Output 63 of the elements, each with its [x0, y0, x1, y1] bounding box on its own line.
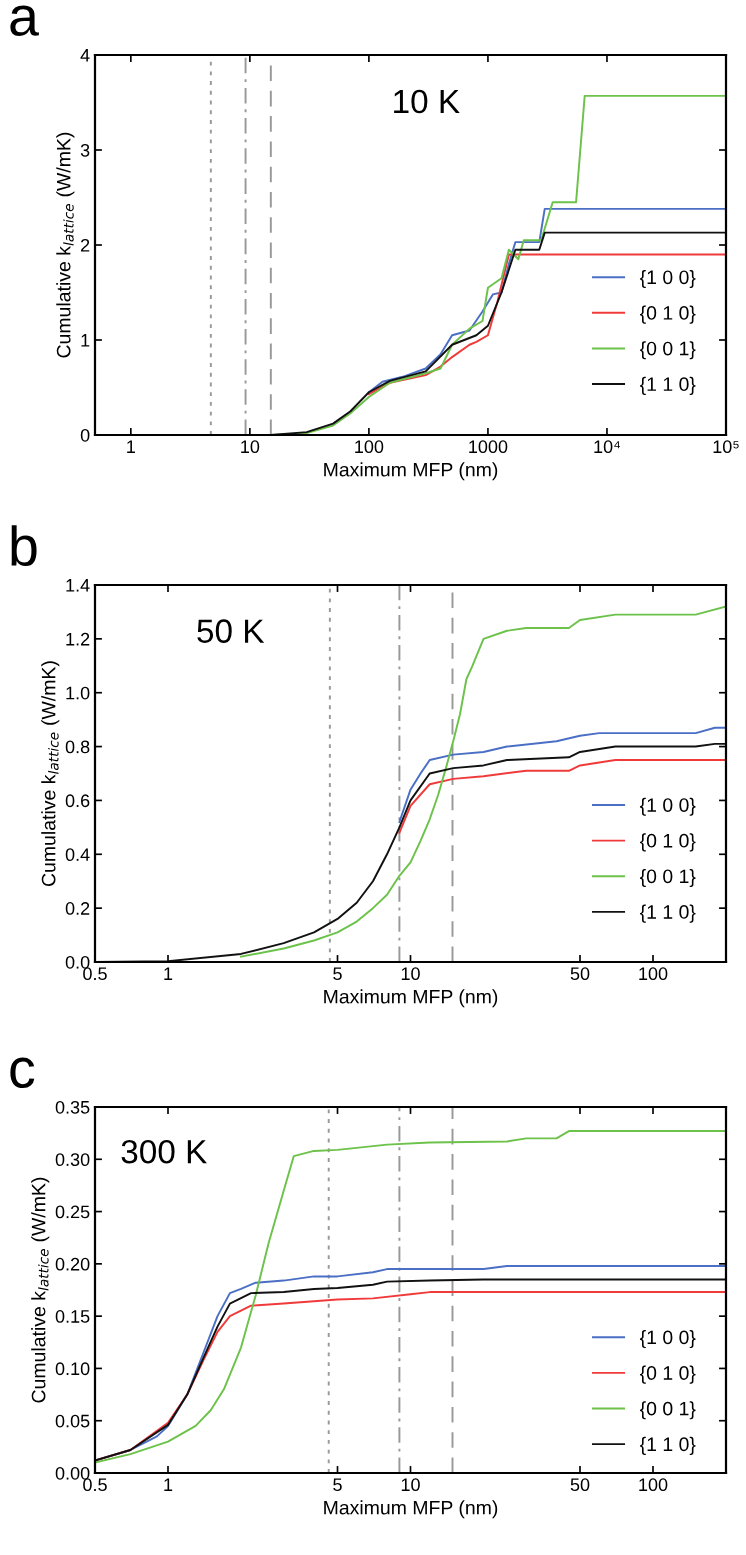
- y-axis-title: Cumulative k$_{lattice}$ (W/mK): [56, 132, 75, 358]
- annotation: 50 K: [197, 619, 265, 643]
- y-tick-label: 1: [81, 334, 90, 347]
- x-tick-label: 1: [164, 1478, 173, 1491]
- y-tick-label: 0.05: [55, 1414, 90, 1428]
- y-tick-label: 0.25: [55, 1205, 90, 1219]
- x-tick-label: 50: [570, 1478, 590, 1492]
- x-axis-title: Maximum MFP (nm): [324, 1500, 498, 1519]
- legend-label: {0 0 1}: [639, 868, 696, 888]
- y-tick-label: 0.00: [55, 1466, 90, 1480]
- legend-label: {1 1 0}: [639, 904, 696, 923]
- legend-label: {1 1 0}: [639, 376, 696, 395]
- x-tick-label: 1: [164, 967, 173, 980]
- y-tick-label: 1.0: [66, 686, 90, 700]
- y-axis-title: Cumulative k$_{lattice}$ (W/mK): [31, 1177, 50, 1403]
- x-tick-label: 10: [401, 967, 420, 981]
- legend-label: {0 1 0}: [639, 833, 696, 852]
- x-tick-label: 1: [127, 440, 135, 453]
- y-tick-label: 0.35: [55, 1100, 90, 1114]
- y-tick-label: 0.0: [65, 955, 90, 969]
- y-axis-title: Cumulative k$_{lattice}$ (W/mK): [41, 661, 60, 886]
- annotation: 300 K: [121, 1139, 207, 1164]
- y-tick-label: 1.2: [66, 632, 90, 646]
- y-tick-label: 4: [80, 49, 90, 62]
- x-tick-label: 100: [639, 967, 668, 981]
- y-tick-label: 0.8: [65, 740, 90, 754]
- x-tick-label: 0.5: [83, 967, 107, 981]
- x-tick-label: 5: [333, 967, 342, 981]
- chart-title: a: [10, 5, 39, 37]
- x-tick-label: 10: [241, 440, 260, 454]
- chart-title: c: [10, 1057, 35, 1089]
- y-tick-label: 0.10: [55, 1362, 90, 1376]
- y-tick-label: 0.6: [65, 794, 90, 808]
- y-tick-label: 0.2: [65, 902, 90, 915]
- x-tick-label: 100: [355, 440, 384, 454]
- x-tick-label: 0.5: [83, 1478, 107, 1492]
- y-tick-label: 3: [80, 143, 90, 157]
- x-tick-label: 100: [639, 1478, 668, 1492]
- legend-label: {1 1 0}: [639, 1436, 696, 1455]
- legend-label: {1 0 0}: [639, 1329, 696, 1349]
- x-tick-label: 10⁴: [594, 440, 620, 454]
- x-tick-label: 10: [401, 1478, 420, 1492]
- legend-label: {0 1 0}: [639, 305, 696, 324]
- x-tick-label: 1000: [469, 440, 508, 454]
- legend-label: {0 0 1}: [639, 341, 696, 360]
- annotation: 10 K: [394, 89, 460, 114]
- y-tick-label: 0.30: [55, 1153, 90, 1167]
- x-tick-label: 50: [570, 967, 590, 981]
- legend-label: {0 1 0}: [639, 1365, 696, 1384]
- legend-label: {0 0 1}: [639, 1401, 696, 1420]
- x-axis-title: Maximum MFP (nm): [324, 989, 498, 1008]
- legend-label: {1 0 0}: [639, 269, 696, 289]
- y-tick-label: 1.4: [66, 579, 90, 592]
- y-tick-label: 0.20: [55, 1257, 90, 1271]
- y-tick-label: 0.15: [55, 1310, 90, 1323]
- y-tick-label: 2: [81, 238, 90, 252]
- chart-title: b: [11, 525, 37, 567]
- x-tick-label: 10⁵: [713, 440, 739, 454]
- legend-label: {1 0 0}: [639, 797, 696, 816]
- x-axis-title: Maximum MFP (nm): [324, 462, 498, 481]
- x-tick-label: 5: [333, 1478, 342, 1492]
- y-tick-label: 0: [80, 428, 90, 442]
- y-tick-label: 0.4: [65, 848, 90, 862]
